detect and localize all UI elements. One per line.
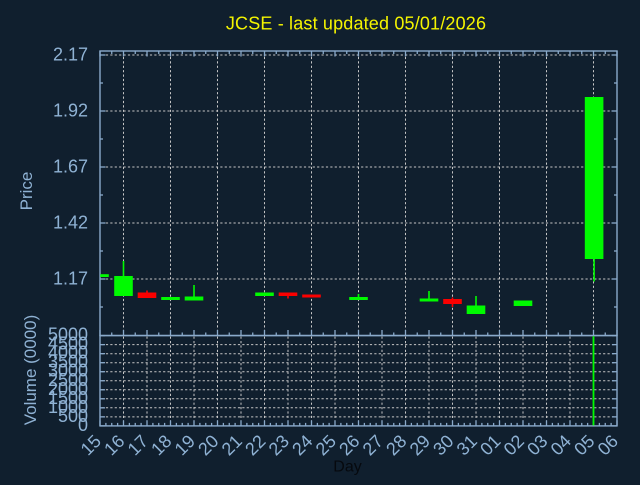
svg-text:2500: 2500 — [48, 370, 88, 390]
svg-text:2000: 2000 — [48, 379, 88, 399]
svg-text:500: 500 — [53, 406, 88, 426]
svg-text:1.67: 1.67 — [53, 157, 88, 177]
svg-text:Price: Price — [17, 172, 36, 211]
svg-text:JCSE - last updated 05/01/2026: JCSE - last updated 05/01/2026 — [226, 14, 486, 34]
svg-text:5000: 5000 — [48, 325, 88, 345]
svg-text:1500: 1500 — [48, 388, 88, 408]
svg-text:3000: 3000 — [48, 361, 88, 381]
svg-text:4500: 4500 — [48, 334, 88, 354]
svg-text:2.17: 2.17 — [53, 45, 88, 65]
svg-text:Day: Day — [333, 459, 361, 476]
svg-text:3500: 3500 — [48, 352, 88, 372]
svg-text:1.17: 1.17 — [53, 269, 88, 289]
svg-text:0: 0 — [63, 415, 88, 435]
svg-text:Volume (0000): Volume (0000) — [21, 315, 40, 426]
svg-text:1000: 1000 — [48, 397, 88, 417]
svg-text:1.92: 1.92 — [53, 101, 88, 121]
svg-text:4000: 4000 — [48, 343, 88, 363]
svg-text:1.42: 1.42 — [53, 213, 88, 233]
